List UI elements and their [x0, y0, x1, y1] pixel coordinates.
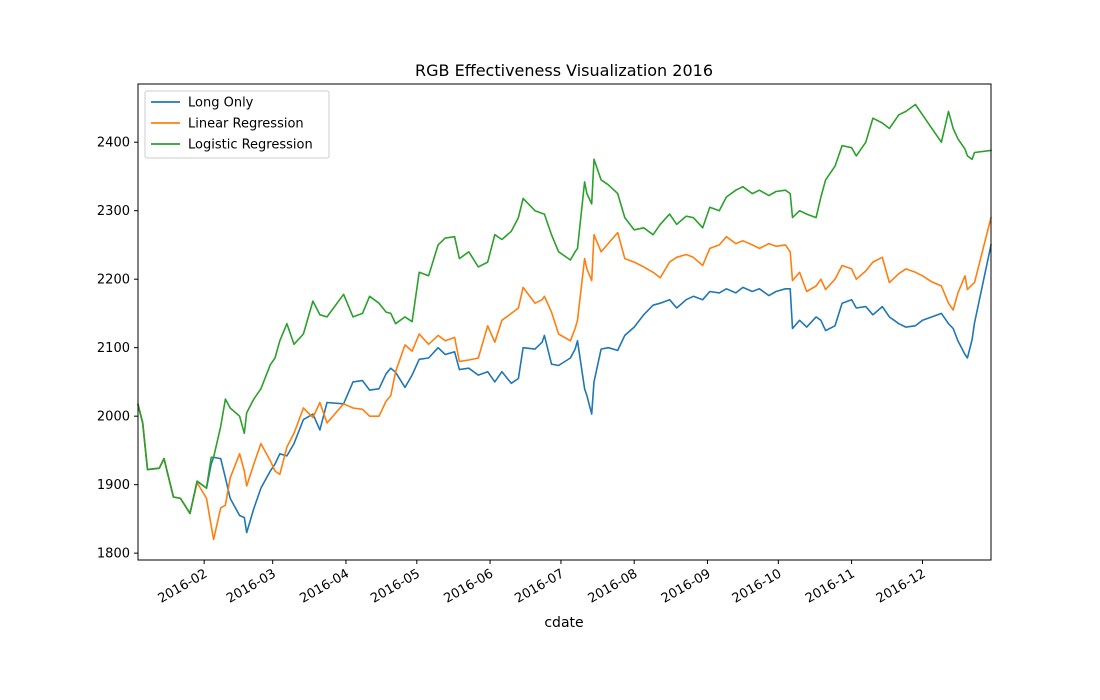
- series-line-1: [137, 216, 992, 541]
- y-tick-label-1: 1900: [97, 478, 130, 493]
- series-line-0: [137, 243, 992, 534]
- series-layer: [137, 103, 992, 541]
- legend: Long Only Linear Regression Logistic Regre…: [144, 90, 330, 159]
- series-line-2: [137, 103, 992, 515]
- chart-title: RGB Effectiveness Visualization 2016: [415, 61, 713, 80]
- y-tick-label-2: 2000: [97, 410, 130, 425]
- y-tick-label-0: 1800: [97, 547, 130, 562]
- legend-label-0: Long Only: [188, 96, 254, 111]
- y-tick-label-3: 2100: [97, 341, 130, 356]
- legend-label-1: Linear Regression: [188, 117, 304, 132]
- legend-label-2: Logistic Regression: [188, 138, 313, 153]
- y-tick-label-4: 2200: [97, 273, 130, 288]
- x-axis-label: cdate: [544, 615, 583, 631]
- legend-box: [144, 90, 330, 159]
- y-axis: 1800 1900 2000 2100 2200 2300 2400: [97, 136, 138, 562]
- y-tick-label-5: 2300: [97, 204, 130, 219]
- plot-area-frame: [137, 83, 992, 561]
- y-tick-label-6: 2400: [97, 136, 130, 151]
